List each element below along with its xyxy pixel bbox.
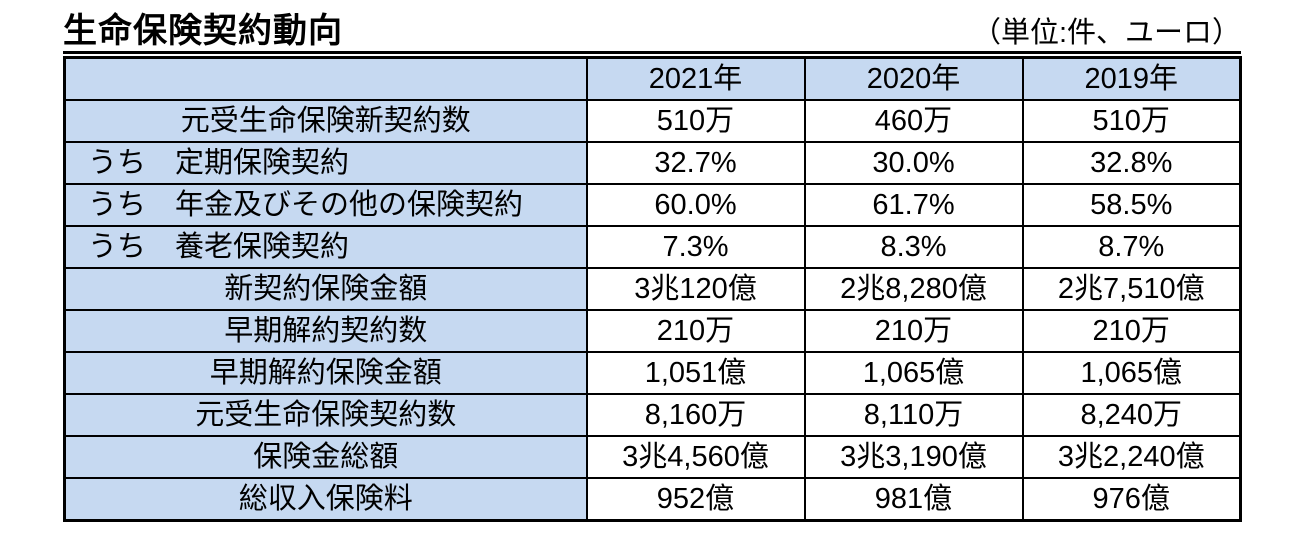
table-row: 総収入保険料 952億 981億 976億 <box>63 477 1242 522</box>
row-label-cell: 元受生命保険新契約数 <box>63 99 588 143</box>
value-cell: 510万 <box>585 99 806 143</box>
value-cell: 32.7% <box>585 141 806 185</box>
page-title: 生命保険契約動向 <box>63 11 343 50</box>
unit-label: （単位:件、ユーロ） <box>971 17 1241 50</box>
report-sheet: 生命保険契約動向 （単位:件、ユーロ） 2021年 2020年 2019年 元受… <box>63 12 1242 522</box>
column-header-2020: 2020年 <box>803 56 1024 101</box>
row-label-cell: 新契約保険金額 <box>63 267 588 311</box>
value-cell: 60.0% <box>585 183 806 227</box>
table-row: うち 定期保険契約 32.7% 30.0% 32.8% <box>63 141 1242 185</box>
value-cell: 1,051億 <box>585 351 806 395</box>
corner-cell <box>63 56 588 101</box>
value-cell: 3兆4,560億 <box>585 435 806 479</box>
value-cell: 3兆3,190億 <box>803 435 1024 479</box>
value-cell: 8,240万 <box>1021 393 1242 437</box>
value-cell: 210万 <box>585 309 806 353</box>
value-cell: 8,160万 <box>585 393 806 437</box>
value-cell: 976億 <box>1021 477 1242 522</box>
row-label-cell: 総収入保険料 <box>63 477 588 522</box>
table-row: 元受生命保険新契約数 510万 460万 510万 <box>63 99 1242 143</box>
row-label-cell: うち 年金及びその他の保険契約 <box>63 183 588 227</box>
column-header-2019: 2019年 <box>1021 56 1242 101</box>
table-row: うち 年金及びその他の保険契約 60.0% 61.7% 58.5% <box>63 183 1242 227</box>
table-row: 早期解約保険金額 1,051億 1,065億 1,065億 <box>63 351 1242 395</box>
table-row: 元受生命保険契約数 8,160万 8,110万 8,240万 <box>63 393 1242 437</box>
value-cell: 8.3% <box>803 225 1024 269</box>
table-row: 保険金総額 3兆4,560億 3兆3,190億 3兆2,240億 <box>63 435 1242 479</box>
value-cell: 210万 <box>803 309 1024 353</box>
life-insurance-trend-table: 2021年 2020年 2019年 元受生命保険新契約数 510万 460万 5… <box>63 56 1242 522</box>
column-header-2021: 2021年 <box>585 56 806 101</box>
table-row: 早期解約契約数 210万 210万 210万 <box>63 309 1242 353</box>
value-cell: 32.8% <box>1021 141 1242 185</box>
value-cell: 8,110万 <box>803 393 1024 437</box>
value-cell: 61.7% <box>803 183 1024 227</box>
value-cell: 1,065億 <box>1021 351 1242 395</box>
value-cell: 981億 <box>803 477 1024 522</box>
value-cell: 3兆120億 <box>585 267 806 311</box>
value-cell: 510万 <box>1021 99 1242 143</box>
value-cell: 210万 <box>1021 309 1242 353</box>
value-cell: 2兆7,510億 <box>1021 267 1242 311</box>
value-cell: 58.5% <box>1021 183 1242 227</box>
value-cell: 460万 <box>803 99 1024 143</box>
value-cell: 952億 <box>585 477 806 522</box>
row-label-cell: うち 定期保険契約 <box>63 141 588 185</box>
value-cell: 1,065億 <box>803 351 1024 395</box>
row-label-cell: 元受生命保険契約数 <box>63 393 588 437</box>
row-label-cell: うち 養老保険契約 <box>63 225 588 269</box>
value-cell: 7.3% <box>585 225 806 269</box>
value-cell: 2兆8,280億 <box>803 267 1024 311</box>
value-cell: 30.0% <box>803 141 1024 185</box>
row-label-cell: 保険金総額 <box>63 435 588 479</box>
table-header-row: 2021年 2020年 2019年 <box>63 56 1242 101</box>
row-label-cell: 早期解約保険金額 <box>63 351 588 395</box>
table-row: 新契約保険金額 3兆120億 2兆8,280億 2兆7,510億 <box>63 267 1242 311</box>
value-cell: 8.7% <box>1021 225 1242 269</box>
title-bar: 生命保険契約動向 （単位:件、ユーロ） <box>63 12 1241 54</box>
value-cell: 3兆2,240億 <box>1021 435 1242 479</box>
row-label-cell: 早期解約契約数 <box>63 309 588 353</box>
table-row: うち 養老保険契約 7.3% 8.3% 8.7% <box>63 225 1242 269</box>
